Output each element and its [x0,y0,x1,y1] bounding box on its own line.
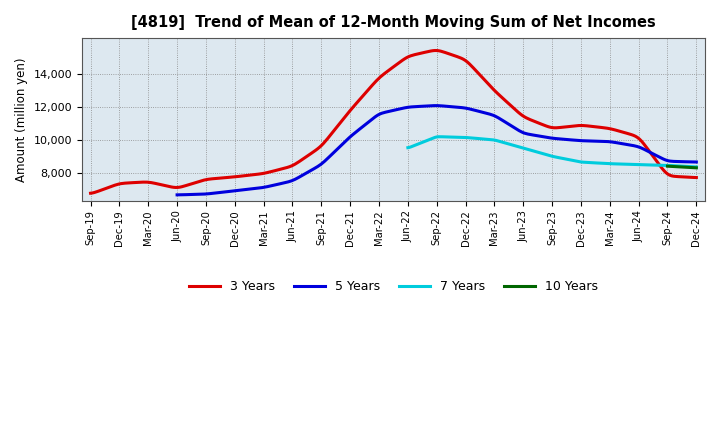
3 Years [459,57,468,62]
7 Years [436,134,444,139]
5 Years [692,159,701,165]
3 Years [599,125,608,130]
3 Years [447,52,456,57]
7 Years [403,145,412,150]
10 Years [663,164,672,169]
Y-axis label: Amount (million yen): Amount (million yen) [15,57,28,182]
7 Years [575,159,584,165]
5 Years [174,192,183,198]
Line: 3 Years: 3 Years [91,51,696,193]
7 Years [405,145,413,150]
5 Years [482,110,490,116]
5 Years [431,103,440,108]
3 Years [89,190,97,195]
3 Years [86,191,95,196]
7 Years [648,162,657,168]
3 Years [692,175,701,180]
Line: 5 Years: 5 Years [177,106,696,195]
10 Years [692,165,701,170]
Legend: 3 Years, 5 Years, 7 Years, 10 Years: 3 Years, 5 Years, 7 Years, 10 Years [184,275,603,298]
7 Years [692,164,701,169]
7 Years [666,163,675,168]
Title: [4819]  Trend of Mean of 12-Month Moving Sum of Net Incomes: [4819] Trend of Mean of 12-Month Moving … [131,15,656,30]
5 Years [173,192,181,198]
5 Years [484,111,492,116]
7 Years [576,159,585,165]
5 Years [612,140,621,145]
3 Years [637,139,646,144]
3 Years [449,53,457,58]
3 Years [431,48,439,53]
5 Years [492,114,501,120]
Line: 7 Years: 7 Years [408,137,696,167]
5 Years [645,149,654,154]
Line: 10 Years: 10 Years [667,166,696,168]
7 Years [581,160,590,165]
